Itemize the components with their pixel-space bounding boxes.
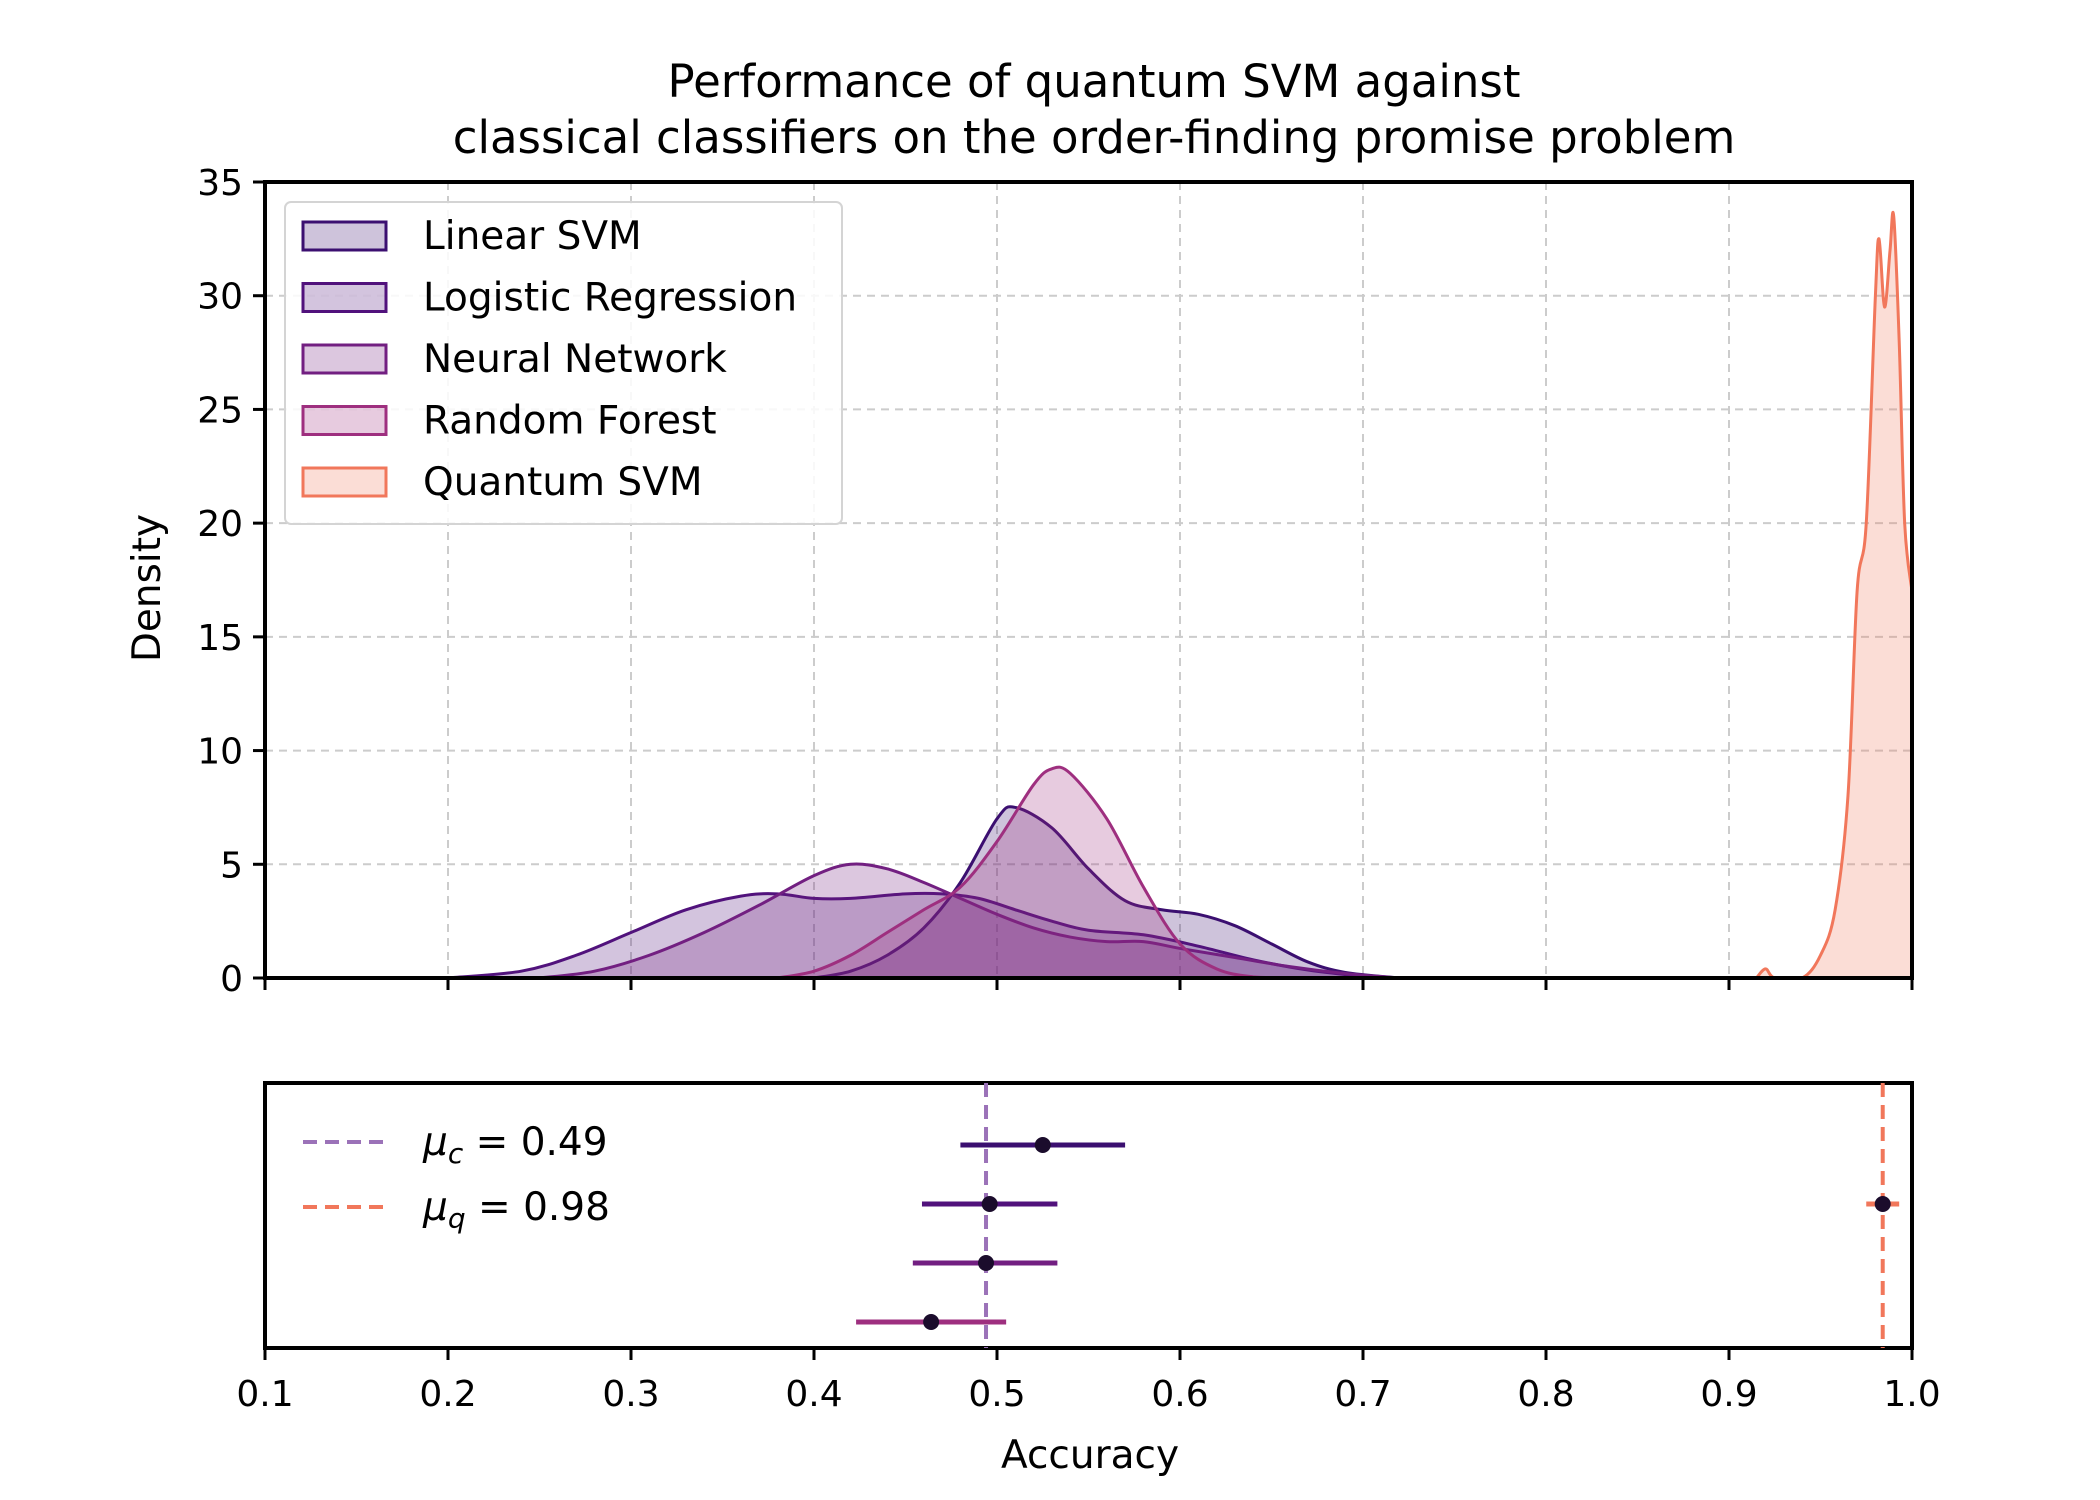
density-areas (447, 211, 1914, 980)
y-tick-label-4: 20 (197, 504, 243, 545)
x-tick-label-8: 0.9 (1700, 1374, 1757, 1415)
x-axis-label: Accuracy (1001, 1433, 1179, 1478)
density-line-logistic-regression (447, 891, 1400, 980)
mean-point-quantum-svm (1874, 1196, 1891, 1212)
density-line-linear-svm (813, 805, 1400, 980)
errorbars (856, 1137, 1900, 1330)
legend-box (284, 201, 843, 525)
mean-point-linear-svm (1034, 1137, 1051, 1153)
y-tick-label-5: 25 (197, 390, 243, 431)
y-tick-label-6: 30 (197, 277, 243, 318)
mean-legend: μc = 0.49 μq = 0.98 (303, 1120, 610, 1235)
y-tick-label-3: 15 (197, 618, 243, 659)
chart-title-line-1: Performance of quantum SVM against (668, 55, 1521, 108)
legend-label-logistic-regression: Logistic Regression (423, 276, 797, 321)
y-tick-label-1: 5 (220, 845, 243, 886)
x-tick-label-2: 0.3 (602, 1374, 659, 1415)
legend-label-mean-c: μc = 0.49 (422, 1120, 608, 1170)
legend-label-quantum-svm: Quantum SVM (423, 460, 703, 505)
density-line-neural-network (539, 862, 1400, 980)
legend-label-random-forest: Random Forest (423, 399, 717, 444)
y-tick-label-2: 10 (197, 732, 243, 773)
legend-swatch-linear-svm (301, 220, 388, 252)
mean-point-logistic-regression (981, 1196, 998, 1212)
legend-label-linear-svm: Linear SVM (423, 214, 642, 259)
legend-swatch-logistic-regression (301, 282, 388, 313)
x-tick-label-7: 0.8 (1517, 1374, 1574, 1415)
x-tick-label-4: 0.5 (968, 1374, 1025, 1415)
errorbar-frame (263, 1081, 1914, 1350)
density-fill-random-forest (777, 767, 1290, 978)
legend-label-mean-q: μq = 0.98 (422, 1185, 610, 1235)
mean-point-random-forest (923, 1314, 940, 1330)
density-fill-quantum-svm (1756, 212, 1912, 978)
density-legend: Linear SVM Logistic Regression Neural Netw… (284, 201, 843, 525)
mean-reference-lines (984, 1083, 1885, 1348)
density-axes-frame (263, 180, 1914, 980)
x-tick-label-9: 1.0 (1883, 1374, 1940, 1415)
density-line-quantum-svm (1755, 211, 1914, 980)
density-frame (263, 180, 1914, 980)
y-tick-label-0: 0 (220, 959, 243, 1000)
x-tick-label-3: 0.4 (785, 1374, 842, 1415)
x-tick-label-6: 0.7 (1334, 1374, 1391, 1415)
density-line-random-forest (777, 765, 1290, 980)
legend-swatch-random-forest (301, 405, 388, 436)
y-axis-label: Density (125, 514, 170, 662)
x-tick-label-1: 0.2 (419, 1374, 476, 1415)
chart-title-line-2: classical classifiers on the order-findi… (453, 111, 1736, 164)
density-fill-logistic-regression (448, 893, 1400, 978)
x-tick-label-0: 0.1 (236, 1374, 293, 1415)
mean-point-neural-network (978, 1255, 995, 1271)
legend-swatch-neural-network (301, 343, 388, 375)
y-tick-label-7: 35 (197, 163, 243, 204)
legend-label-neural-network: Neural Network (423, 337, 727, 382)
accuracy-ticks: 0.1 0.2 0.3 0.4 0.5 0.6 0.7 0.8 0.9 1.0 (236, 1348, 1941, 1415)
legend-swatch-quantum-svm (301, 466, 388, 498)
x-tick-label-5: 0.6 (1151, 1374, 1208, 1415)
density-ticks: 0 5 10 15 20 25 30 35 (197, 163, 1914, 1000)
errorbar-axes-frame (263, 1081, 1914, 1350)
